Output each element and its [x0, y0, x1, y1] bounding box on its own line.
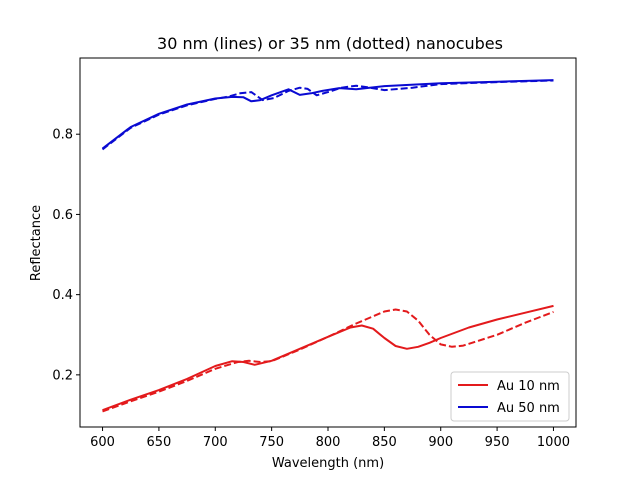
- chart-title: 30 nm (lines) or 35 nm (dotted) nanocube…: [157, 34, 503, 53]
- x-tick-label: 800: [316, 435, 341, 450]
- x-tick-label: 900: [428, 435, 453, 450]
- series-au-50-solid: [101, 79, 554, 150]
- x-tick-label: 750: [259, 435, 284, 450]
- series-au-10-dashed: [102, 308, 554, 413]
- x-axis-ticks: 600 650 700 750 800 850 900 950 1000: [90, 427, 570, 450]
- x-tick-label: 600: [90, 435, 115, 450]
- y-tick-label: 0.6: [52, 208, 73, 223]
- y-axis-label: Reflectance: [29, 205, 44, 281]
- x-tick-label: 650: [146, 435, 171, 450]
- x-tick-label: 700: [203, 435, 228, 450]
- y-tick-label: 0.8: [52, 128, 73, 143]
- series-au-10-solid: [102, 304, 554, 412]
- legend: Au 10 nm Au 50 nm: [450, 371, 570, 422]
- x-tick-label: 850: [372, 435, 397, 450]
- plot-area: [101, 79, 554, 413]
- x-tick-label: 1000: [537, 435, 570, 450]
- y-axis-ticks: 0.2 0.4 0.6 0.8: [52, 128, 80, 383]
- series-au-50-dashed: [101, 79, 554, 151]
- x-axis-label: Wavelength (nm): [272, 456, 384, 471]
- legend-label-au-50: Au 50 nm: [497, 401, 560, 416]
- x-tick-label: 950: [485, 435, 510, 450]
- y-tick-label: 0.2: [52, 368, 73, 383]
- legend-label-au-10: Au 10 nm: [497, 379, 560, 394]
- y-tick-label: 0.4: [52, 288, 73, 303]
